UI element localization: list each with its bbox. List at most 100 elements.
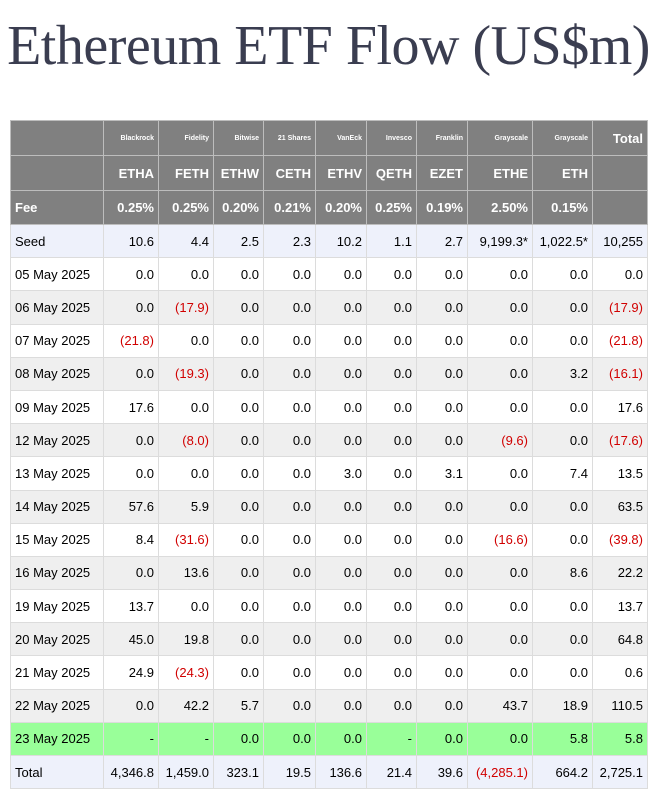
flow-cell: 0.0 xyxy=(158,257,214,292)
flow-cell: 0.0 xyxy=(366,389,417,425)
flow-cell: 0.0 xyxy=(366,589,417,624)
fee-header-row: Fee 0.25% 0.25% 0.20% 0.21% 0.20% 0.25% … xyxy=(10,190,648,225)
flow-cell: 0.0 xyxy=(467,456,533,491)
ticker-cell: ETHA xyxy=(103,155,159,191)
row-total-cell: (39.8) xyxy=(592,522,648,557)
issuer-cell: Franklin xyxy=(416,120,468,156)
row-label: 09 May 2025 xyxy=(10,389,104,425)
flow-cell: 10.6 xyxy=(103,223,159,259)
row-total-cell: 10,255 xyxy=(592,223,648,259)
row-label: 22 May 2025 xyxy=(10,688,104,723)
flow-cell: 0.0 xyxy=(416,290,468,325)
issuer-cell: Grayscale xyxy=(532,120,593,156)
flow-cell: 0.0 xyxy=(532,622,593,657)
etf-flow-table: Blackrock Fidelity Bitwise 21 Shares Van… xyxy=(10,120,648,790)
flow-cell: 0.0 xyxy=(467,323,533,358)
row-label: 13 May 2025 xyxy=(10,456,104,491)
issuer-cell: VanEck xyxy=(315,120,367,156)
flow-cell: (9.6) xyxy=(467,423,533,458)
issuer-cell: Bitwise xyxy=(213,120,264,156)
table-row: 22 May 2025 0.0 42.2 5.7 0.0 0.0 0.0 0.0 43.7 18.… xyxy=(10,688,648,723)
flow-cell: 21.4 xyxy=(366,754,417,790)
flow-cell: 0.0 xyxy=(213,589,264,624)
flow-cell: 0.0 xyxy=(263,622,316,657)
flow-cell: 0.0 xyxy=(467,622,533,657)
total-header-cell: Total xyxy=(592,120,648,156)
flow-cell: 0.0 xyxy=(366,688,417,723)
flow-cell: 19.5 xyxy=(263,754,316,790)
flow-cell: 0.0 xyxy=(467,721,533,757)
page-title: Ethereum ETF Flow (US$m) xyxy=(7,15,650,77)
issuer-cell: Grayscale xyxy=(467,120,533,156)
fee-cell: 0.21% xyxy=(263,190,316,225)
flow-cell: 0.0 xyxy=(532,655,593,690)
flow-cell: 0.0 xyxy=(416,389,468,425)
flow-cell: 0.0 xyxy=(263,389,316,425)
flow-cell: 0.0 xyxy=(213,423,264,458)
flow-cell: 0.0 xyxy=(366,622,417,657)
corner-cell xyxy=(10,120,104,156)
ticker-cell: CETH xyxy=(263,155,316,191)
row-total-cell: (16.1) xyxy=(592,356,648,391)
table-row: 14 May 2025 57.6 5.9 0.0 0.0 0.0 0.0 0.0 0.0 0.0 6… xyxy=(10,489,648,524)
flow-cell: 7.4 xyxy=(532,456,593,491)
table-row: 05 May 2025 0.0 0.0 0.0 0.0 0.0 0.0 0.0 0.0 0.0 0.… xyxy=(10,257,648,292)
fee-cell: 0.25% xyxy=(158,190,214,225)
flow-cell: 0.0 xyxy=(158,456,214,491)
row-total-cell: 0.6 xyxy=(592,655,648,690)
flow-cell: 0.0 xyxy=(315,522,367,557)
flow-cell: (21.8) xyxy=(103,323,159,358)
row-total-cell: 13.5 xyxy=(592,456,648,491)
row-label: 15 May 2025 xyxy=(10,522,104,557)
fee-cell: 0.20% xyxy=(213,190,264,225)
flow-cell: 0.0 xyxy=(103,555,159,591)
flow-cell: 0.0 xyxy=(416,589,468,624)
fee-cell: 0.25% xyxy=(366,190,417,225)
row-total-cell: 0.0 xyxy=(592,257,648,292)
blank-cell xyxy=(592,190,648,225)
table-row: 09 May 2025 17.6 0.0 0.0 0.0 0.0 0.0 0.0 0.0 0.0 1… xyxy=(10,389,648,425)
flow-cell: 8.6 xyxy=(532,555,593,591)
flow-cell: 0.0 xyxy=(263,290,316,325)
flow-cell: 0.0 xyxy=(366,456,417,491)
flow-cell: 323.1 xyxy=(213,754,264,790)
flow-cell: 0.0 xyxy=(416,257,468,292)
row-total-cell: 22.2 xyxy=(592,555,648,591)
flow-cell: 0.0 xyxy=(103,456,159,491)
flow-cell: 0.0 xyxy=(416,522,468,557)
flow-cell: 5.9 xyxy=(158,489,214,524)
flow-cell: 0.0 xyxy=(467,389,533,425)
issuer-cell: 21 Shares xyxy=(263,120,316,156)
flow-cell: 0.0 xyxy=(467,257,533,292)
row-total-cell: (21.8) xyxy=(592,323,648,358)
issuer-header-row: Blackrock Fidelity Bitwise 21 Shares Van… xyxy=(10,120,648,156)
row-label: Total xyxy=(10,754,104,790)
table-row: 16 May 2025 0.0 13.6 0.0 0.0 0.0 0.0 0.0 0.0 8.6 2… xyxy=(10,555,648,591)
flow-cell: (8.0) xyxy=(158,423,214,458)
flow-cell: 664.2 xyxy=(532,754,593,790)
flow-cell: 24.9 xyxy=(103,655,159,690)
flow-cell: 0.0 xyxy=(315,423,367,458)
ticker-header-row: ETHA FETH ETHW CETH ETHV QETH EZET ETHE … xyxy=(10,155,648,191)
flow-cell: 0.0 xyxy=(467,655,533,690)
flow-cell: 0.0 xyxy=(158,389,214,425)
flow-cell: 0.0 xyxy=(213,721,264,757)
table-row: 19 May 2025 13.7 0.0 0.0 0.0 0.0 0.0 0.0 0.0 0.0 1… xyxy=(10,589,648,624)
flow-cell: (17.9) xyxy=(158,290,214,325)
flow-cell: 0.0 xyxy=(213,555,264,591)
ticker-cell: ETHE xyxy=(467,155,533,191)
flow-cell: 0.0 xyxy=(467,290,533,325)
flow-cell: 0.0 xyxy=(467,489,533,524)
flow-cell: 45.0 xyxy=(103,622,159,657)
flow-cell: 0.0 xyxy=(315,589,367,624)
seed-row: Seed 10.6 4.4 2.5 2.3 10.2 1.1 2.7 9,199.3* 1,022… xyxy=(10,223,648,259)
flow-cell: 0.0 xyxy=(263,522,316,557)
table-body: Blackrock Fidelity Bitwise 21 Shares Van… xyxy=(10,120,648,790)
fee-cell: 0.19% xyxy=(416,190,468,225)
flow-cell: 4.4 xyxy=(158,223,214,259)
row-total-cell: 5.8 xyxy=(592,721,648,757)
fee-cell: 0.20% xyxy=(315,190,367,225)
flow-cell: 0.0 xyxy=(366,323,417,358)
row-label: 16 May 2025 xyxy=(10,555,104,591)
flow-cell: 0.0 xyxy=(103,423,159,458)
